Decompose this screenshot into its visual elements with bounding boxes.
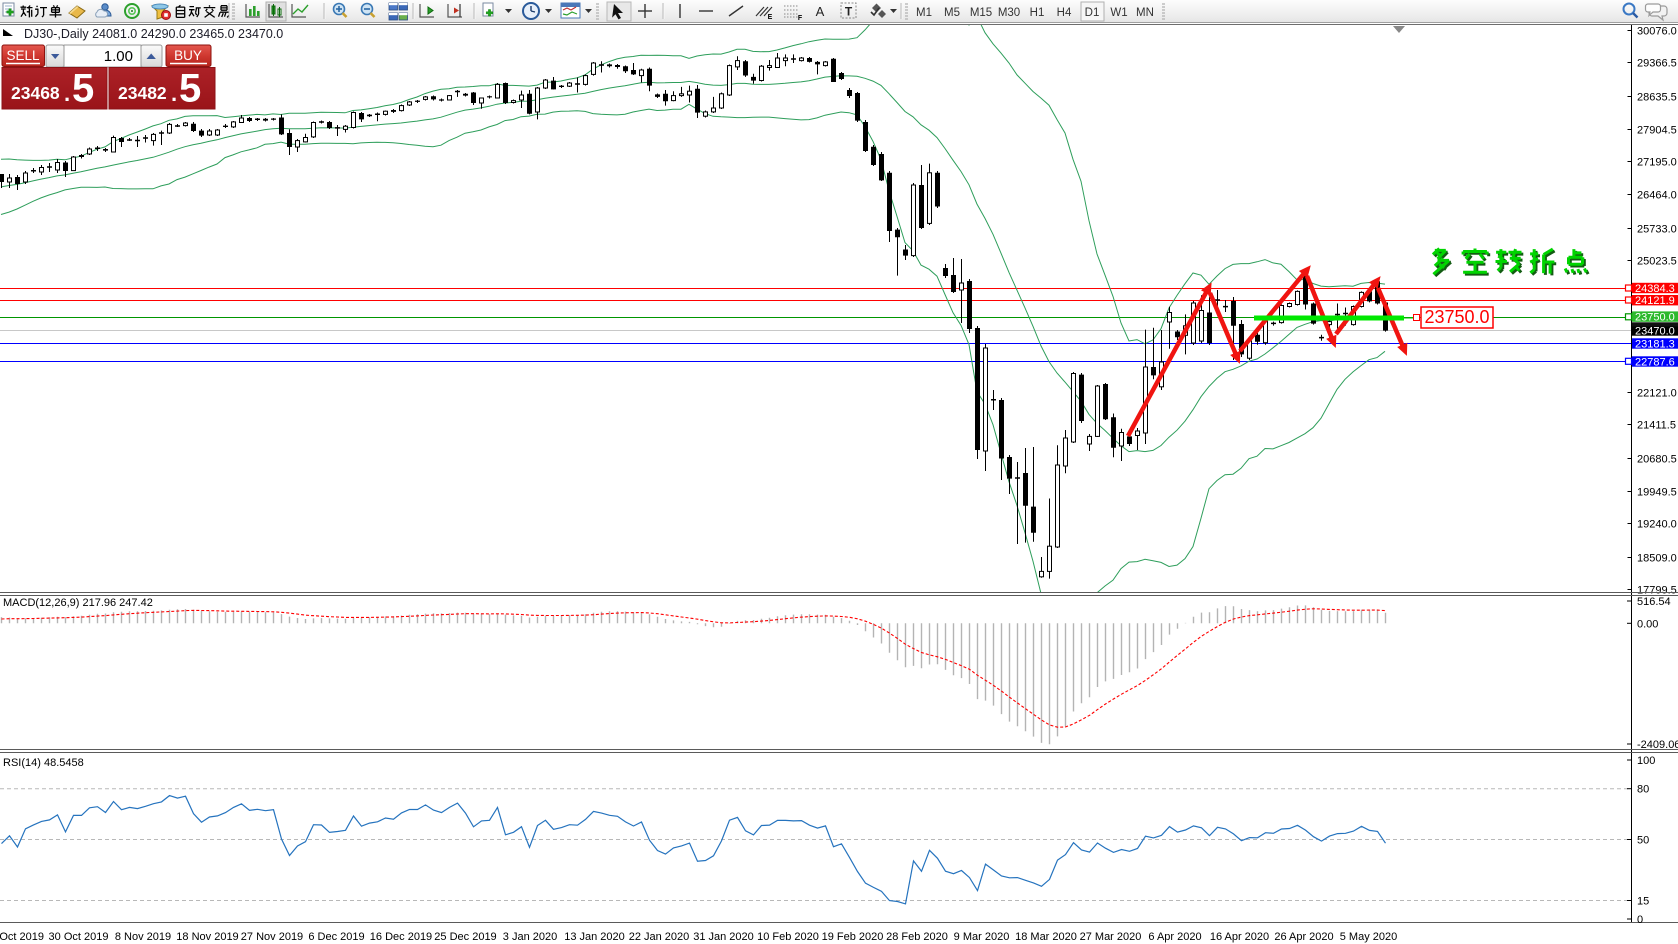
svg-text:24384.3: 24384.3 (1635, 283, 1675, 295)
svg-text:F: F (798, 15, 803, 22)
svg-text:26 Apr 2020: 26 Apr 2020 (1274, 931, 1333, 943)
svg-text:T: T (845, 5, 853, 19)
svg-text:17799.5: 17799.5 (1637, 585, 1677, 597)
svg-text:23181.3: 23181.3 (1635, 338, 1675, 350)
svg-text:23750.0: 23750.0 (1635, 311, 1675, 323)
svg-text:MN: MN (1136, 7, 1154, 19)
svg-text:23482: 23482 (118, 83, 167, 103)
svg-text:25733.0: 25733.0 (1637, 224, 1677, 236)
svg-text:3 Jan 2020: 3 Jan 2020 (503, 931, 557, 943)
svg-text:.: . (64, 81, 70, 106)
svg-text:80: 80 (1637, 784, 1649, 796)
svg-text:28635.5: 28635.5 (1637, 92, 1677, 104)
svg-text:50: 50 (1637, 835, 1649, 847)
svg-text:20680.5: 20680.5 (1637, 454, 1677, 466)
svg-text:H1: H1 (1030, 7, 1045, 19)
svg-text:RSI(14) 48.5458: RSI(14) 48.5458 (3, 757, 84, 769)
svg-text:30076.0: 30076.0 (1637, 26, 1677, 38)
svg-text:23750.0: 23750.0 (1424, 307, 1489, 327)
svg-text:29366.5: 29366.5 (1637, 58, 1677, 70)
svg-text:19 Feb 2020: 19 Feb 2020 (822, 931, 884, 943)
svg-text:BUY: BUY (174, 48, 202, 63)
svg-text:100: 100 (1637, 755, 1655, 767)
svg-text:5 May 2020: 5 May 2020 (1340, 931, 1397, 943)
svg-text:19949.5: 19949.5 (1637, 487, 1677, 499)
svg-text:.: . (171, 81, 177, 106)
svg-text:27 Mar 2020: 27 Mar 2020 (1080, 931, 1142, 943)
svg-text:16 Apr 2020: 16 Apr 2020 (1210, 931, 1269, 943)
svg-text:27904.5: 27904.5 (1637, 125, 1677, 137)
svg-text:23470.0: 23470.0 (1635, 325, 1675, 337)
svg-text:MACD(12,26,9) 217.96 247.42: MACD(12,26,9) 217.96 247.42 (3, 597, 153, 609)
svg-text:0: 0 (1637, 914, 1643, 926)
svg-text:10 Feb 2020: 10 Feb 2020 (757, 931, 819, 943)
svg-text:28 Feb 2020: 28 Feb 2020 (886, 931, 948, 943)
svg-text:26464.0: 26464.0 (1637, 190, 1677, 202)
svg-text:18 Nov 2019: 18 Nov 2019 (176, 931, 238, 943)
svg-text:6 Dec 2019: 6 Dec 2019 (308, 931, 364, 943)
svg-text:M1: M1 (916, 7, 932, 19)
svg-text:18509.0: 18509.0 (1637, 553, 1677, 565)
svg-text:5: 5 (179, 67, 201, 111)
svg-text:21 Oct 2019: 21 Oct 2019 (0, 931, 44, 943)
svg-text:E: E (768, 14, 773, 21)
svg-text:5: 5 (72, 67, 94, 111)
svg-text:16 Dec 2019: 16 Dec 2019 (370, 931, 432, 943)
svg-text:27 Nov 2019: 27 Nov 2019 (241, 931, 303, 943)
svg-text:30 Oct 2019: 30 Oct 2019 (49, 931, 109, 943)
svg-text:9 Mar 2020: 9 Mar 2020 (954, 931, 1010, 943)
svg-text:18 Mar 2020: 18 Mar 2020 (1015, 931, 1077, 943)
svg-text:0.00: 0.00 (1637, 618, 1658, 630)
svg-text:W1: W1 (1110, 7, 1127, 19)
svg-text:-2409.06: -2409.06 (1637, 739, 1678, 751)
svg-text:DJ30-,Daily 24081.0 24290.0 2: DJ30-,Daily 24081.0 24290.0 23465.0 2347… (24, 27, 283, 41)
svg-text:A: A (816, 4, 825, 19)
svg-text:25023.5: 25023.5 (1637, 256, 1677, 268)
svg-text:SELL: SELL (6, 48, 40, 63)
svg-text:25 Dec 2019: 25 Dec 2019 (434, 931, 496, 943)
svg-text:22 Jan 2020: 22 Jan 2020 (629, 931, 690, 943)
svg-text:22787.6: 22787.6 (1635, 356, 1675, 368)
svg-text:M15: M15 (970, 7, 992, 19)
svg-text:516.54: 516.54 (1637, 596, 1671, 608)
svg-text:H4: H4 (1057, 7, 1072, 19)
svg-text:31 Jan 2020: 31 Jan 2020 (693, 931, 754, 943)
svg-text:1.00: 1.00 (104, 48, 133, 65)
svg-text:M5: M5 (944, 7, 960, 19)
svg-text:22121.0: 22121.0 (1637, 388, 1677, 400)
svg-text:24121.9: 24121.9 (1635, 295, 1675, 307)
svg-text:27195.0: 27195.0 (1637, 157, 1677, 169)
svg-text:8 Nov 2019: 8 Nov 2019 (115, 931, 171, 943)
svg-text:21411.5: 21411.5 (1637, 420, 1676, 432)
svg-text:M30: M30 (998, 7, 1020, 19)
svg-text:D1: D1 (1085, 7, 1100, 19)
svg-text:13 Jan 2020: 13 Jan 2020 (564, 931, 625, 943)
svg-text:6 Apr 2020: 6 Apr 2020 (1148, 931, 1201, 943)
svg-text:19240.0: 19240.0 (1637, 519, 1677, 531)
svg-text:15: 15 (1637, 896, 1649, 908)
svg-text:23468: 23468 (11, 83, 60, 103)
